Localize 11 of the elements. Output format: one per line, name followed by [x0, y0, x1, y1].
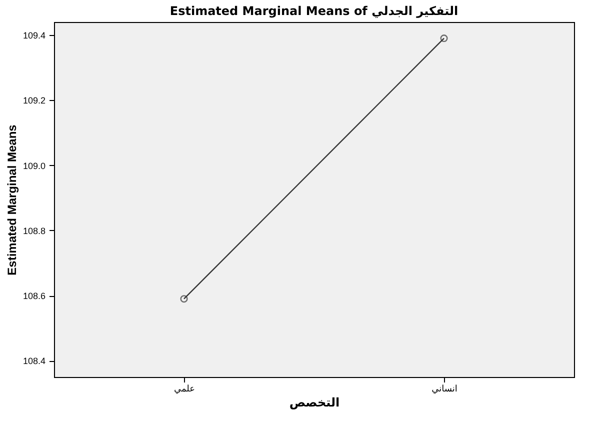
x-tick-label: انساني	[432, 384, 458, 394]
y-tick-label: 109.2	[22, 96, 46, 106]
x-axis-title: التخصص	[289, 396, 340, 410]
y-tick-label: 108.4	[22, 356, 46, 366]
y-tick-label: 108.8	[22, 226, 46, 236]
y-axis-title: Estimated Marginal Means	[4, 124, 19, 276]
y-tick-label: 109.0	[22, 160, 46, 171]
chart-title: Estimated Marginal Means of التفكير الجدلي	[170, 4, 458, 18]
y-tick-label: 108.6	[22, 291, 46, 302]
y-tick-label: 109.4	[22, 30, 46, 41]
x-tick-label: علمي	[174, 384, 196, 394]
